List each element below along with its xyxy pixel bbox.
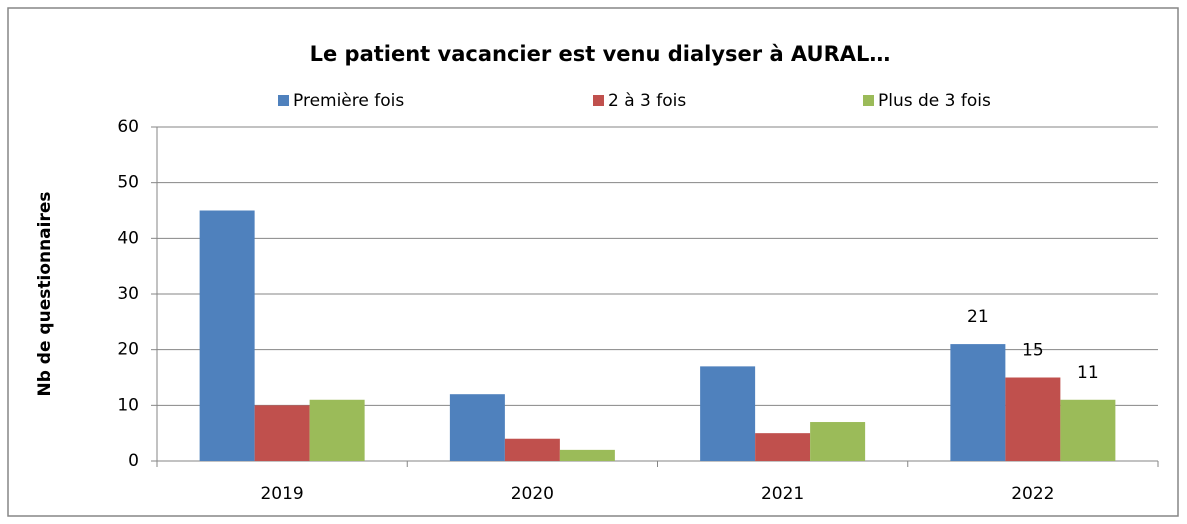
x-tick-label: 2021	[761, 484, 804, 504]
legend-swatch	[593, 95, 604, 106]
bar	[700, 366, 756, 461]
data-label: 15	[1022, 341, 1044, 361]
y-tick-label: 30	[117, 284, 139, 304]
bar	[504, 438, 560, 461]
legend-swatch	[278, 95, 289, 106]
y-tick-label: 40	[117, 228, 139, 248]
x-tick-label: 2019	[260, 484, 303, 504]
bar	[254, 405, 310, 461]
bar	[810, 422, 866, 461]
bar	[1060, 399, 1116, 461]
y-tick-label: 10	[117, 395, 139, 415]
chart-title: Le patient vacancier est venu dialyser à…	[310, 42, 891, 66]
bar	[755, 433, 811, 461]
legend-swatch	[863, 95, 874, 106]
bar	[559, 449, 615, 461]
legend-label: Plus de 3 fois	[878, 91, 991, 111]
data-label: 21	[967, 307, 989, 327]
y-tick-label: 0	[128, 451, 139, 471]
y-tick-label: 60	[117, 117, 139, 137]
legend-label: 2 à 3 fois	[608, 91, 686, 111]
y-tick-label: 50	[117, 173, 139, 193]
bar	[199, 210, 255, 461]
x-tick-label: 2022	[1011, 484, 1054, 504]
data-label: 11	[1077, 363, 1099, 383]
y-tick-label: 20	[117, 340, 139, 360]
legend-label: Première fois	[293, 91, 404, 111]
x-tick-label: 2020	[511, 484, 554, 504]
bar	[1005, 377, 1061, 461]
bar	[309, 399, 365, 461]
bar	[449, 394, 505, 461]
y-axis-title: Nb de questionnaires	[35, 191, 55, 396]
bar	[950, 344, 1006, 461]
